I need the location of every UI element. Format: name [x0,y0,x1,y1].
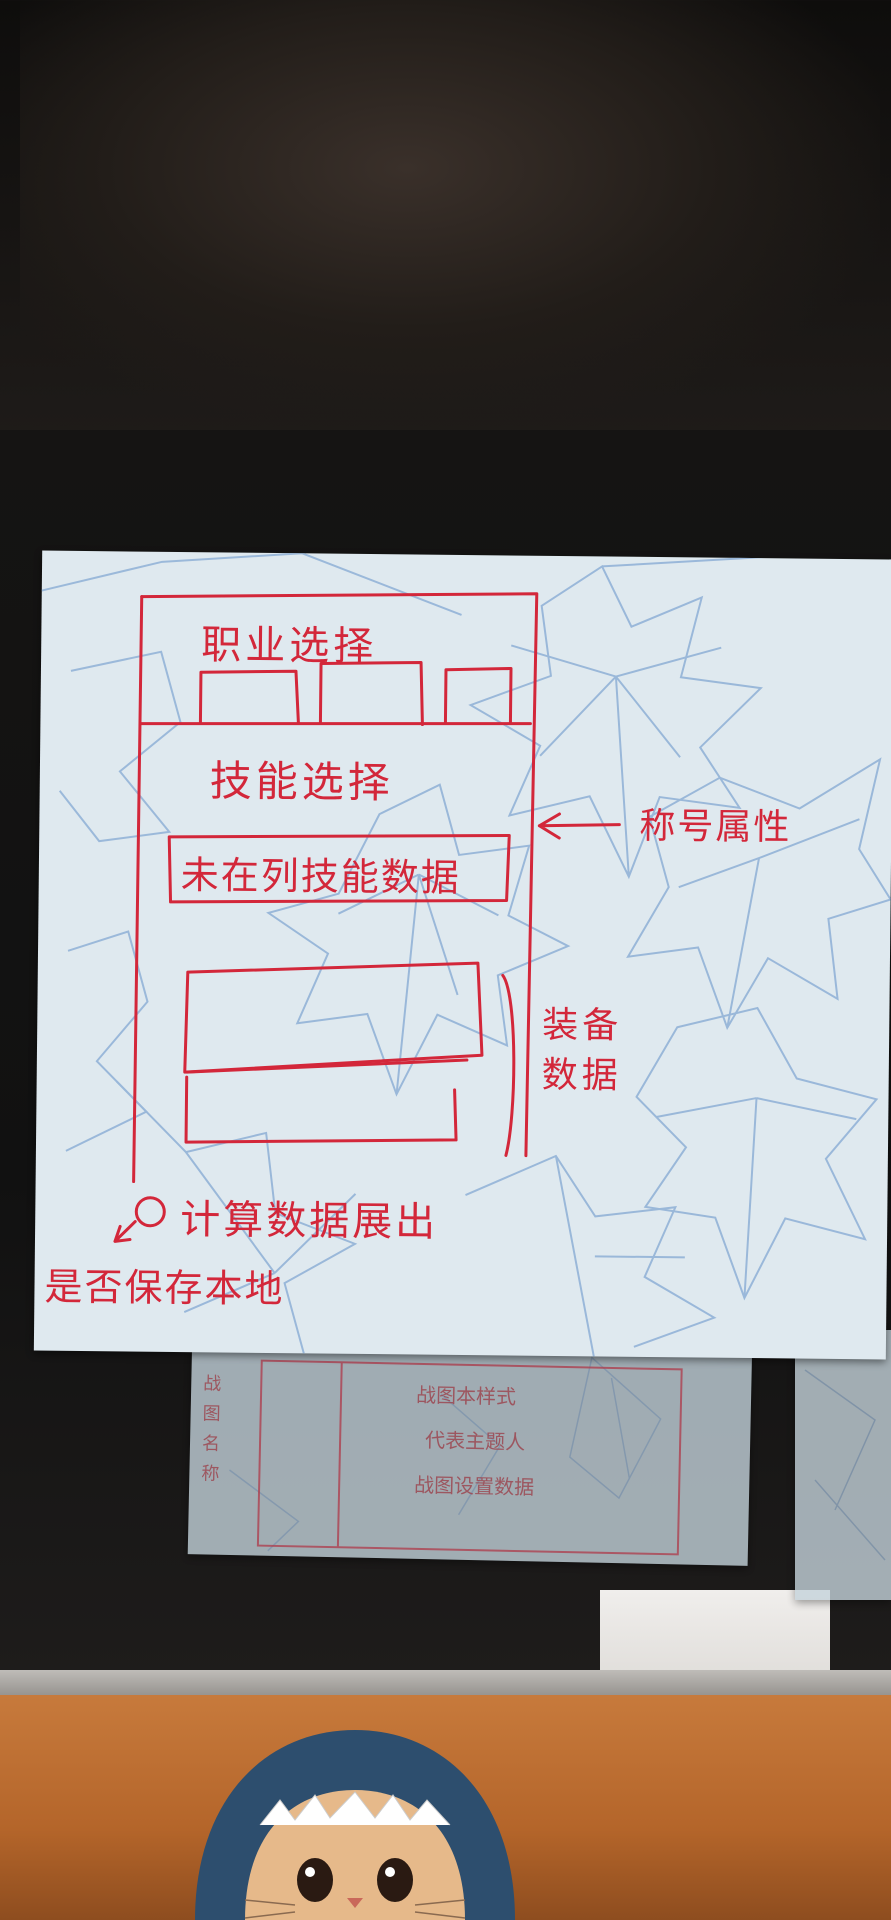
reflection-line-1: 战图本样式 [415,1382,517,1409]
shark-hat-cat-figurine [195,1730,515,1920]
reflection-line-3: 战图设置数据 [413,1472,535,1500]
reflection-side-char-3: 名 [201,1433,221,1455]
partial-sticky-note-right [795,1330,891,1600]
reflected-sticky-note: 战 图 名 称 战图本样式 代表主题人 战图设置数据 [187,1329,753,1566]
equip-label-line2: 数据 [541,1054,622,1097]
calc-output-label: 计算数据展出 [179,1197,439,1246]
reflection-side-char-1: 战 [203,1373,222,1395]
sticky-note: 职业选择 技能选择 未在列技能数据 称号属性 装备 数据 计算数据展出 是否保存… [33,550,891,1360]
outer-frame-top-right [140,592,539,1158]
save-local-label: 是否保存本地 [44,1264,285,1312]
skill-data-column-label: 未在列技能数据 [180,853,462,900]
reflection-side-char-2: 图 [202,1403,221,1425]
background-person-shadow [20,0,880,420]
skill-select-label: 技能选择 [209,756,395,808]
leaf-pattern [41,550,891,1357]
job-select-label: 职业选择 [200,622,378,671]
leaf-pattern [229,1356,683,1556]
equip-label-line1: 装备 [542,1004,623,1047]
wireframe-sketch [113,592,621,1243]
outer-frame-left [132,595,144,1184]
reflection-line-2: 代表主题人 [424,1428,526,1455]
leaf-pattern-right [804,1369,886,1561]
attr-annotation-label: 称号属性 [639,805,792,849]
reflection-side-char-4: 称 [201,1463,220,1485]
